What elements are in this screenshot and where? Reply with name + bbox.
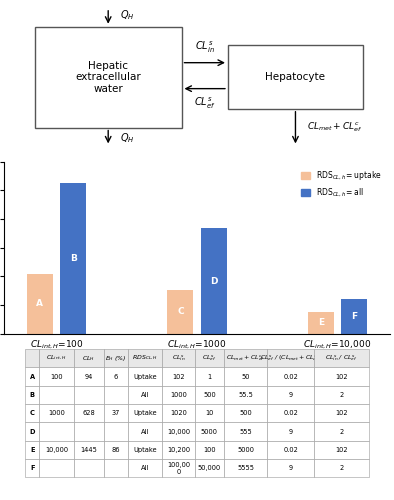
- Text: E: E: [318, 318, 324, 328]
- Legend: RDS$_{CL,h}$= uptake, RDS$_{CL,h}$= all: RDS$_{CL,h}$= uptake, RDS$_{CL,h}$= all: [297, 166, 386, 202]
- Bar: [341, 298, 367, 334]
- Text: F: F: [351, 312, 357, 320]
- Text: B: B: [70, 254, 77, 263]
- Text: A: A: [36, 300, 43, 308]
- Text: $Q_H$: $Q_H$: [120, 131, 134, 144]
- Bar: [228, 46, 363, 109]
- Bar: [35, 26, 182, 128]
- Bar: [308, 312, 334, 334]
- Text: $CL_{met} + CL^c_{ef}$: $CL_{met} + CL^c_{ef}$: [307, 121, 362, 134]
- Text: Hepatocyte: Hepatocyte: [266, 72, 325, 82]
- Text: $Q_H$: $Q_H$: [120, 8, 134, 22]
- Text: $CL^s_{in}$: $CL^s_{in}$: [195, 40, 215, 56]
- Bar: [201, 228, 227, 334]
- Text: C: C: [177, 308, 184, 316]
- Bar: [167, 290, 193, 334]
- Text: D: D: [210, 276, 217, 285]
- Bar: [60, 183, 86, 334]
- Text: $CL^s_{ef}$: $CL^s_{ef}$: [194, 96, 216, 112]
- Bar: [27, 274, 53, 334]
- Text: Hepatic
extracellular
water: Hepatic extracellular water: [75, 60, 141, 94]
